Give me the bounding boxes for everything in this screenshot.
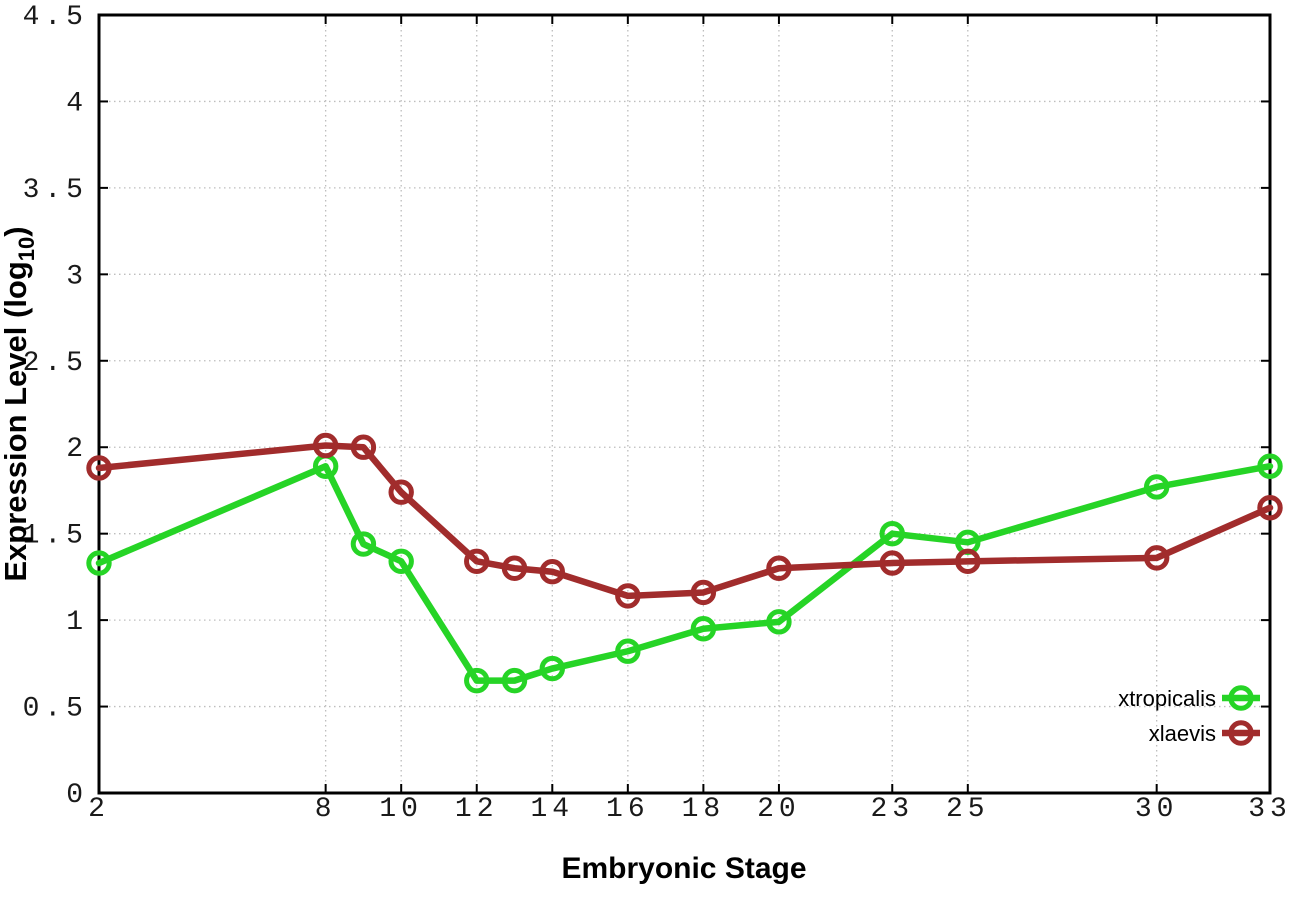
series-line-xtropicalis bbox=[95, 462, 1274, 684]
y-tick-label: 2 bbox=[66, 434, 88, 465]
x-tick-label: 10 bbox=[379, 794, 423, 825]
x-tick-label: 12 bbox=[455, 794, 499, 825]
data-point-xlaevis bbox=[766, 555, 792, 581]
data-point-xlaevis bbox=[1143, 545, 1170, 571]
x-tick-label: 25 bbox=[946, 794, 990, 825]
data-point-xtropicalis bbox=[464, 667, 490, 694]
data-point-xlaevis bbox=[501, 555, 528, 581]
data-point-xtropicalis bbox=[86, 550, 112, 576]
y-tick-label: 3.5 bbox=[23, 175, 88, 206]
y-axis-title-main: Expression Level (log bbox=[0, 261, 33, 581]
y-tick-label: 4.5 bbox=[23, 2, 88, 33]
x-tick-label: 23 bbox=[870, 794, 914, 825]
y-tick-label: 0 bbox=[66, 780, 88, 811]
y-tick-label: 1.5 bbox=[23, 521, 88, 552]
x-tick-label: 16 bbox=[606, 794, 650, 825]
data-point-xlaevis bbox=[388, 479, 414, 505]
data-point-xlaevis bbox=[539, 559, 565, 585]
data-point-xtropicalis bbox=[879, 520, 905, 547]
data-point-xlaevis bbox=[690, 579, 717, 606]
axis-ticks bbox=[98, 14, 1271, 794]
gridlines bbox=[99, 15, 1270, 793]
data-series bbox=[86, 432, 1283, 694]
data-point-xlaevis bbox=[464, 548, 490, 575]
data-point-xtropicalis bbox=[615, 638, 641, 664]
plot-border bbox=[97, 13, 1272, 795]
y-tick-label: 3 bbox=[66, 261, 88, 292]
legend-marker-xtropicalis-icon bbox=[1228, 685, 1254, 711]
y-tick-label: 1 bbox=[66, 607, 88, 638]
data-point-xtropicalis bbox=[388, 548, 414, 575]
legend-label-xtropicalis: xtropicalis bbox=[1118, 686, 1216, 711]
y-axis-title-subscript: 10 bbox=[14, 237, 39, 261]
data-point-xtropicalis bbox=[350, 531, 377, 557]
x-axis-title: Embryonic Stage bbox=[561, 852, 806, 885]
data-point-xlaevis bbox=[312, 432, 339, 459]
data-point-xlaevis bbox=[86, 455, 112, 481]
tick-labels: 2 8 10 12 14 16 18 20 23 25 30 33 0 0.5 1 1.5 2 2.5 3 3.5 4 4… bbox=[23, 2, 1292, 825]
data-point-xlaevis bbox=[955, 548, 981, 575]
x-tick-label: 20 bbox=[757, 794, 801, 825]
legend: xtropicalis xlaevis bbox=[1118, 685, 1260, 746]
x-tick-label: 30 bbox=[1135, 794, 1179, 825]
y-tick-label: 0.5 bbox=[23, 694, 88, 725]
data-point-xlaevis bbox=[350, 434, 377, 460]
data-point-xlaevis bbox=[615, 583, 641, 609]
y-axis-title-close: ) bbox=[0, 226, 33, 236]
data-point-xtropicalis bbox=[1257, 453, 1283, 479]
data-point-xtropicalis bbox=[501, 667, 528, 694]
legend-label-xlaevis: xlaevis bbox=[1149, 721, 1216, 746]
series-line-xlaevis bbox=[95, 442, 1274, 600]
x-tick-label: 8 bbox=[315, 794, 337, 825]
x-tick-label: 18 bbox=[682, 794, 726, 825]
x-tick-label: 2 bbox=[88, 794, 110, 825]
x-tick-label: 14 bbox=[530, 794, 574, 825]
data-point-xlaevis bbox=[879, 550, 905, 576]
y-tick-label: 2.5 bbox=[23, 348, 88, 379]
y-axis-title: Expression Level (log10) bbox=[0, 226, 39, 581]
x-tick-label: 33 bbox=[1248, 794, 1292, 825]
data-point-xtropicalis bbox=[766, 609, 792, 635]
data-point-xtropicalis bbox=[690, 616, 717, 642]
data-point-xtropicalis bbox=[539, 655, 565, 682]
legend-marker-xlaevis-icon bbox=[1228, 720, 1254, 746]
y-tick-label: 4 bbox=[66, 88, 88, 119]
data-point-xlaevis bbox=[1257, 495, 1283, 521]
data-point-xtropicalis bbox=[1143, 474, 1170, 500]
